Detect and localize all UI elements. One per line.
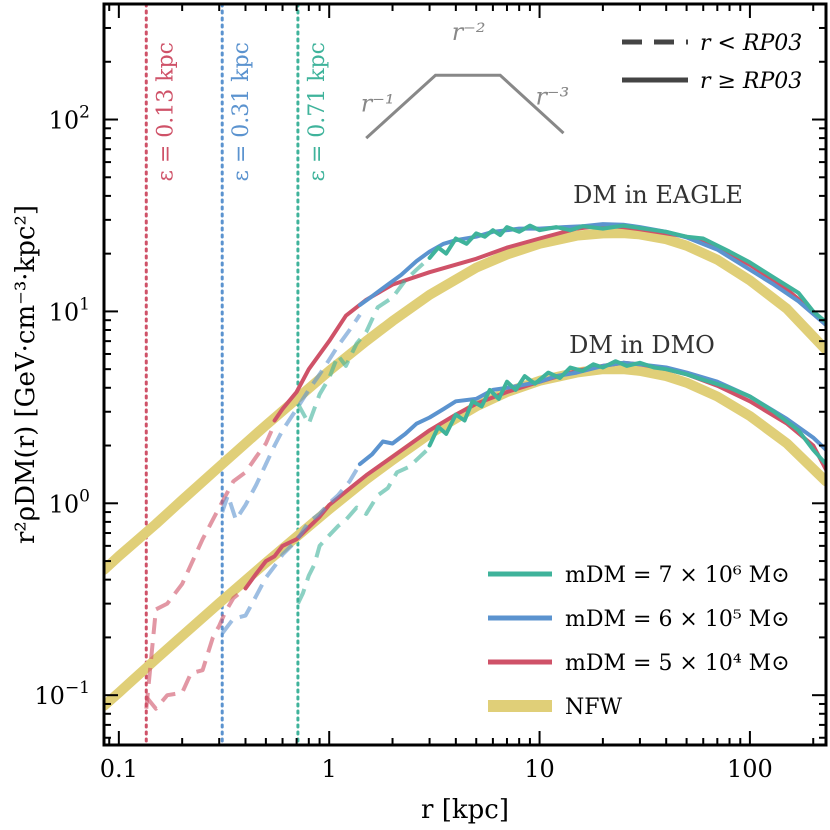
- softening-label-2: ε = 0.71 kpc: [305, 42, 330, 182]
- axes: 0.1 1 10 100 10−1 100 101 102 r [kpc] r²ρDM(r) [G…: [11, 2, 828, 825]
- series-eagle-mdm-7-10-m--6: [296, 256, 431, 426]
- series-dmo-mdm-5-10-m--8: [144, 586, 247, 711]
- dmo-annotation: DM in DMO: [569, 331, 715, 359]
- x-tick-label: 10: [524, 755, 555, 783]
- x-tick-label: 100: [727, 755, 773, 783]
- slope-label-2: r⁻³: [535, 82, 569, 110]
- series-dmo-mdm-6-10-m--11: [357, 360, 826, 467]
- mass-legend-label-3: NFW: [565, 695, 623, 720]
- y-axis-label: r²ρDM(r) [GeV·cm⁻³·kpc²]: [11, 205, 41, 544]
- x-axis-label: r [kpc]: [421, 795, 509, 825]
- x-tick-label: 1: [322, 755, 337, 783]
- mass-legend-label-1: mDM = 6 × 10⁵ M⊙: [565, 607, 790, 632]
- series-eagle-mdm-5-10-m--2: [144, 422, 277, 709]
- series-eagle-mdm-6-10-m--4: [220, 313, 362, 522]
- softening-label-1: ε = 0.31 kpc: [229, 42, 254, 182]
- mass-legend-label-2: mDM = 5 × 10⁴ M⊙: [565, 651, 790, 676]
- x-tick-label: 0.1: [100, 755, 138, 783]
- mass-legend-label-0: mDM = 7 × 10⁶ M⊙: [565, 563, 790, 588]
- axes-frame: [102, 2, 828, 747]
- softening-label-0: ε = 0.13 kpc: [153, 42, 178, 182]
- slope-guide-line: [365, 73, 565, 140]
- series-dmo-mdm-7-10-m--13: [427, 359, 826, 467]
- series-dmo-mdm-7-10-m--12: [296, 446, 431, 605]
- slope-label-1: r⁻²: [452, 18, 486, 46]
- series-dmo-mdm-5-10-m--9: [243, 360, 826, 591]
- slope-label-0: r⁻¹: [361, 90, 395, 118]
- eagle-annotation: DM in EAGLE: [573, 181, 743, 209]
- y-tick-label: 101: [49, 294, 90, 326]
- legend: r < RP03 r ≥ RP03 mDM = 7 × 10⁶ M⊙ mDM = 6 …: [488, 31, 802, 720]
- y-tick-label: 102: [49, 103, 90, 135]
- plot-area: [104, 4, 826, 745]
- style-legend-label-0: r < RP03: [700, 31, 802, 56]
- annotations: ε = 0.13 kpc ε = 0.31 kpc ε = 0.71 kpc r⁻¹ r…: [153, 18, 743, 359]
- style-legend-label-1: r ≥ RP03: [700, 69, 802, 94]
- series-dmo-mdm-6-10-m--10: [220, 463, 362, 635]
- y-tick-label: 100: [49, 486, 90, 518]
- series-eagle-mdm-5-10-m--3: [272, 223, 826, 423]
- y-tick-label: 10−1: [34, 678, 90, 710]
- series-eagle-nfw-0: [104, 228, 826, 575]
- series-eagle-mdm-7-10-m--7: [427, 223, 826, 325]
